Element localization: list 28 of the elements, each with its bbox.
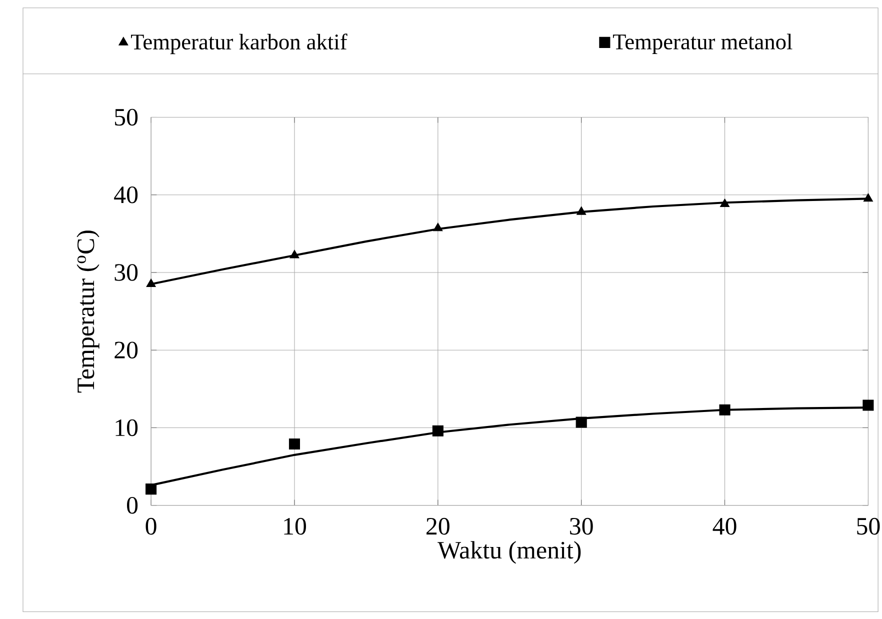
legend-label: Temperatur karbon aktif bbox=[131, 34, 348, 54]
point bbox=[576, 206, 586, 215]
x-tick-label: 10 bbox=[284, 518, 306, 535]
point bbox=[576, 416, 587, 428]
point bbox=[433, 222, 443, 232]
point bbox=[288, 438, 300, 450]
point bbox=[862, 400, 874, 411]
y-tick-label: 10 bbox=[116, 419, 138, 436]
x-tick-label: 0 bbox=[146, 518, 156, 535]
y-axis-title: Temperatur ($^{o}$C) bbox=[76, 230, 100, 393]
point bbox=[863, 193, 874, 202]
point bbox=[432, 425, 444, 437]
point bbox=[146, 484, 157, 495]
x-axis-title: Waktu (menit) bbox=[438, 541, 581, 564]
x-tick-label: 30 bbox=[570, 518, 593, 535]
point bbox=[719, 404, 730, 416]
point bbox=[720, 198, 730, 208]
y-tick-label: 20 bbox=[114, 342, 138, 359]
x-tick-label: 20 bbox=[426, 518, 450, 535]
x-tick-label: 50 bbox=[857, 518, 880, 535]
x-tick-label: 40 bbox=[712, 518, 736, 535]
point bbox=[146, 278, 156, 288]
legend-label: Temperatur metanol bbox=[613, 34, 792, 54]
y-tick-label: 30 bbox=[114, 264, 138, 282]
y-tick-label: 40 bbox=[114, 186, 138, 204]
y-tick-label: 0 bbox=[127, 497, 138, 514]
y-tick-label: 50 bbox=[115, 108, 138, 126]
point bbox=[290, 250, 300, 258]
